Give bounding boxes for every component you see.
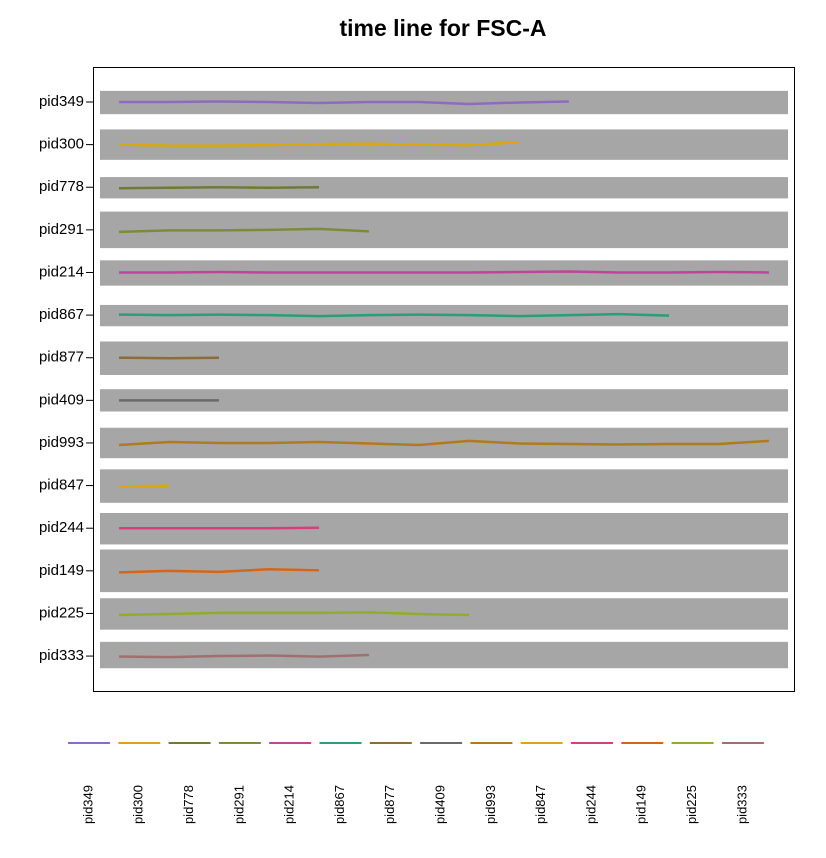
- y-tick-label: pid778: [39, 178, 84, 195]
- band: [100, 389, 788, 412]
- legend-label: pid214: [282, 785, 297, 824]
- y-tick-label: pid291: [39, 221, 84, 238]
- y-tick-label: pid993: [39, 434, 84, 451]
- legend-label: pid300: [131, 785, 146, 824]
- y-tick-label: pid333: [39, 647, 84, 664]
- legend-label: pid778: [181, 785, 196, 824]
- y-tick-label: pid244: [39, 519, 84, 536]
- y-tick-label: pid867: [39, 306, 84, 323]
- series-line: [118, 140, 520, 147]
- series-line: [118, 312, 670, 318]
- legend-label: pid847: [533, 785, 548, 824]
- y-tick-label: pid300: [39, 136, 84, 153]
- legend-label: pid409: [433, 785, 448, 824]
- band: [100, 641, 788, 669]
- series-line: [118, 568, 320, 574]
- y-tick-label: pid877: [39, 349, 84, 366]
- legend-label: pid333: [734, 785, 749, 824]
- series-line: [119, 270, 770, 274]
- series-line: [118, 611, 470, 617]
- series-line: [118, 356, 220, 360]
- y-tick-label: pid847: [39, 477, 84, 494]
- legend-label: pid291: [231, 785, 246, 824]
- series-line: [118, 185, 320, 190]
- series-line: [119, 526, 320, 530]
- series-line: [118, 439, 770, 447]
- legend-label: pid993: [483, 785, 498, 824]
- legend-label: pid244: [583, 785, 598, 824]
- y-tick-label: pid349: [39, 93, 84, 110]
- band: [100, 469, 788, 503]
- legend-label: pid877: [382, 785, 397, 824]
- legend-label: pid349: [80, 785, 95, 824]
- y-tick-label: pid225: [39, 604, 84, 621]
- band: [100, 177, 788, 199]
- series-line: [119, 100, 570, 106]
- y-tick-label: pid149: [39, 562, 84, 579]
- y-tick-label: pid214: [39, 263, 84, 280]
- series-line: [118, 653, 370, 659]
- legend-label: pid225: [684, 785, 699, 824]
- plot-frame: [93, 67, 795, 692]
- series-line: [118, 227, 370, 234]
- chart-title: time line for FSC-A: [339, 15, 546, 41]
- y-tick-label: pid409: [39, 391, 84, 408]
- legend-label: pid867: [332, 785, 347, 824]
- legend-label: pid149: [634, 785, 649, 824]
- series-line: [118, 484, 170, 488]
